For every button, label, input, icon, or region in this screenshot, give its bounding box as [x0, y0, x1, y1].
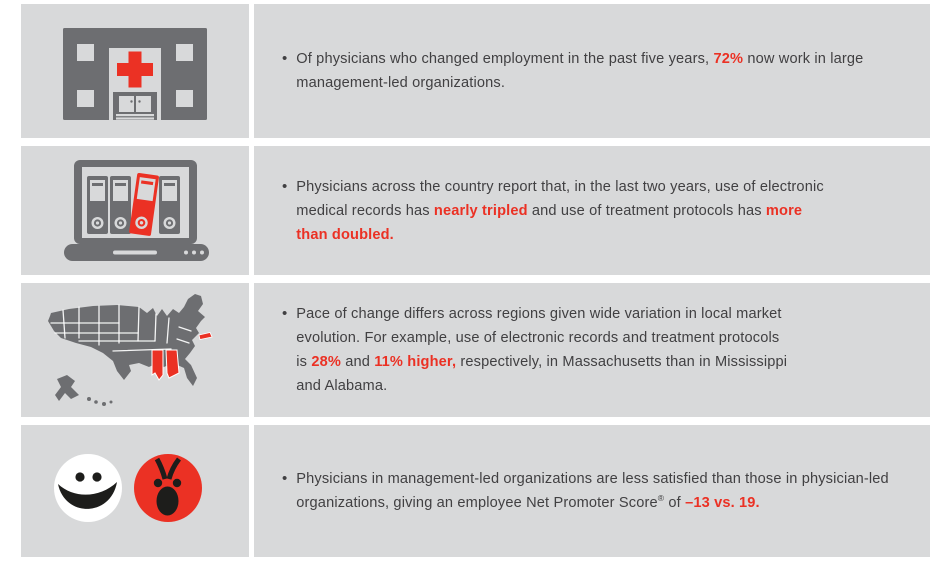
stat-text-employment: Of physicians who changed employment in …: [296, 51, 864, 91]
laptop-icon-panel: [21, 146, 249, 275]
stat-bullet-item: • Pace of change differs across regions …: [282, 302, 787, 398]
stat-text-regions: Pace of change differs across regions gi…: [296, 306, 788, 394]
hospital-icon: [63, 28, 207, 120]
stat-grid: • Of physicians who changed employment i…: [21, 4, 930, 557]
hospital-icon-panel: [21, 4, 249, 138]
bullet-marker: •: [282, 177, 288, 195]
stat-bullet-item: • Physicians in management-led organizat…: [282, 467, 889, 515]
us-map-icon: [48, 294, 213, 406]
stat-text-panel-3: • Pace of change differs across regions …: [254, 283, 930, 417]
bullet-marker: •: [282, 50, 288, 67]
happy-angry-faces-icon: [54, 454, 202, 522]
stat-text-nps: Physicians in management-led organizatio…: [296, 471, 889, 511]
map-icon-panel: [21, 283, 249, 417]
faces-icon-panel: [21, 425, 249, 557]
laptop-records-icon: [64, 160, 209, 261]
bullet-marker: •: [282, 470, 288, 487]
stat-bullet-item: • Physicians across the country report t…: [282, 175, 824, 247]
stat-text-panel-4: • Physicians in management-led organizat…: [254, 425, 930, 557]
stat-text-records: Physicians across the country report tha…: [296, 178, 824, 243]
stat-text-panel-1: • Of physicians who changed employment i…: [254, 4, 930, 138]
stat-bullet-item: • Of physicians who changed employment i…: [282, 47, 863, 95]
bullet-marker: •: [282, 305, 288, 322]
stat-text-panel-2: • Physicians across the country report t…: [254, 146, 930, 275]
